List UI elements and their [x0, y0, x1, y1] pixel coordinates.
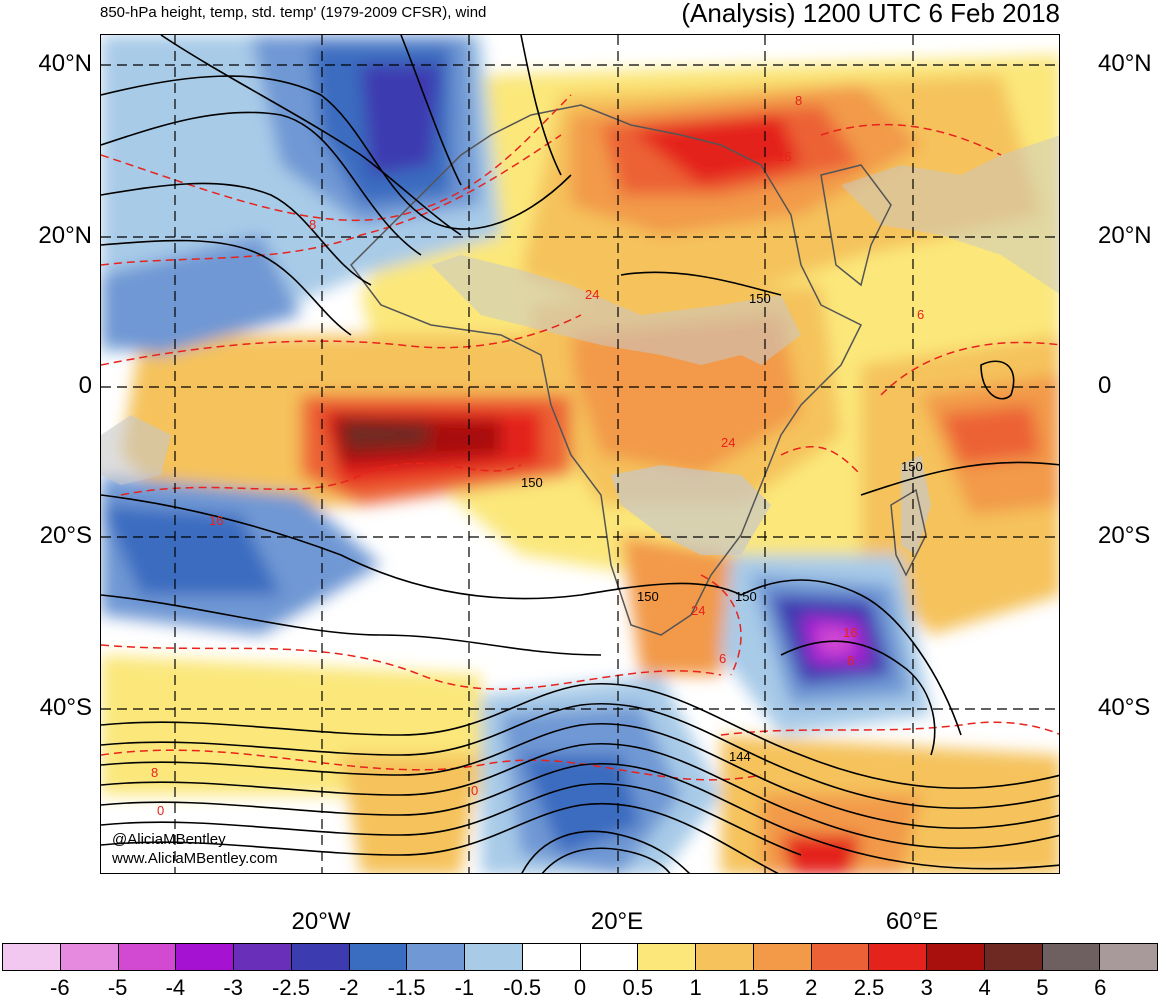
colorbar-segment	[869, 944, 927, 970]
temp-label: 16	[777, 149, 791, 164]
lat-label-left: 20°N	[38, 222, 92, 249]
colorbar-tick-label: 2	[805, 975, 818, 1000]
colorbar-segment	[176, 944, 234, 970]
colorbar-segment	[522, 944, 581, 970]
height-label: 144	[729, 749, 751, 764]
temperature-contours	[101, 94, 1059, 781]
colorbar-tick-label: -3	[223, 975, 243, 1000]
colorbar-tick-label: 2.5	[853, 975, 885, 1000]
lat-label-left: 40°N	[38, 50, 92, 77]
credit-watermark: @AliciaMBentley www.AliciaMBentley.com	[112, 830, 278, 868]
colorbar-tick-label: 0	[573, 975, 587, 1000]
colorbar-segment	[407, 944, 465, 970]
colorbar-segment	[234, 944, 292, 970]
colorbar-tick-label: 6	[1094, 975, 1107, 1000]
credit-handle: @AliciaMBentley	[112, 831, 226, 848]
temp-label: 8	[795, 93, 802, 108]
height-contours	[101, 35, 1059, 873]
colorbar-segment	[984, 944, 1043, 970]
height-label: 150	[735, 589, 757, 604]
colorbar-tick-label: 3	[920, 975, 933, 1000]
temp-label: 24	[691, 603, 705, 618]
lat-label-right: 0	[1098, 372, 1112, 399]
height-label: 150	[637, 589, 659, 604]
height-label: 150	[521, 475, 543, 490]
temp-label: 24	[721, 435, 735, 450]
land-masses	[101, 135, 1059, 555]
anomaly-shading	[101, 35, 1059, 873]
lat-label-left: 20°S	[39, 522, 92, 549]
contour-labels: 150 150 150 150 150 144 8 16 24 24 16 6 …	[151, 93, 924, 818]
colorbar-segment	[465, 944, 523, 970]
colorbar-segment	[291, 944, 350, 970]
temp-label: 0	[471, 783, 478, 798]
colorbar-tick-label: -6	[50, 975, 70, 1000]
colorbar-tick-label: -1.5	[387, 975, 426, 1000]
colorbar-tick-label: -2.5	[272, 975, 310, 1000]
lat-label-left: 40°S	[39, 694, 92, 721]
anomaly-colorbar	[2, 943, 1158, 971]
lat-label-left: 0	[78, 372, 92, 399]
temp-label: 24	[585, 287, 599, 302]
colorbar-tick-label: 1.5	[738, 975, 769, 1000]
colorbar-segment	[638, 944, 696, 970]
temp-label: 0	[157, 803, 164, 818]
temp-label: 8	[151, 765, 158, 780]
temp-label: 8	[309, 217, 316, 232]
colorbar-tick-label: -5	[107, 975, 128, 1000]
map-canvas: 150 150 150 150 150 144 8 16 24 24 16 6 …	[101, 35, 1059, 873]
temp-label: 16	[209, 513, 223, 528]
colorbar-tick-label: 1	[689, 975, 702, 1000]
colorbar-segment	[696, 944, 754, 970]
map-subtitle: 850-hPa height, temp, std. temp' (1979-2…	[100, 4, 487, 21]
colorbar-segment	[60, 944, 119, 970]
height-label: 150	[749, 291, 771, 306]
map-title: (Analysis) 1200 UTC 6 Feb 2018	[681, 0, 1060, 28]
colorbar-tick-label: 4	[978, 975, 991, 1000]
credit-website: www.AliciaMBentley.com	[112, 850, 278, 867]
temp-label: 6	[917, 307, 924, 322]
graticule	[101, 35, 1059, 873]
colorbar-tick-label: -4	[165, 975, 186, 1000]
colorbar-tick-label: -0.5	[503, 975, 542, 1000]
lon-label: 20°E	[590, 908, 644, 935]
colorbar-tick-label: 5	[1036, 975, 1049, 1000]
colorbar-tick-label: -2	[339, 975, 359, 1000]
colorbar-segment	[3, 944, 61, 970]
colorbar-segment	[349, 944, 408, 970]
colorbar-segment	[753, 944, 812, 970]
colorbar-tick-label: -1	[454, 975, 475, 1000]
coastlines	[350, 104, 927, 636]
lat-label-right: 20°N	[1098, 222, 1152, 249]
temp-label: 16	[843, 625, 857, 640]
lat-label-right: 40°S	[1098, 694, 1151, 721]
height-label: 150	[901, 459, 923, 474]
colorbar-segment	[927, 944, 985, 970]
temp-label: 6	[847, 653, 854, 668]
anomaly-map: 150 150 150 150 150 144 8 16 24 24 16 6 …	[100, 34, 1060, 874]
colorbar-segment	[811, 944, 870, 970]
colorbar-segment	[1100, 944, 1157, 970]
colorbar-segment	[1042, 944, 1101, 970]
lon-label: 20°W	[291, 908, 351, 935]
colorbar-tick-label: 0.5	[622, 975, 654, 1000]
lat-label-right: 20°S	[1098, 522, 1151, 549]
lat-label-right: 40°N	[1098, 50, 1152, 77]
lon-label: 60°E	[885, 908, 939, 935]
colorbar-segment	[580, 944, 639, 970]
colorbar-segment	[118, 944, 177, 970]
temp-label: 6	[719, 651, 726, 666]
